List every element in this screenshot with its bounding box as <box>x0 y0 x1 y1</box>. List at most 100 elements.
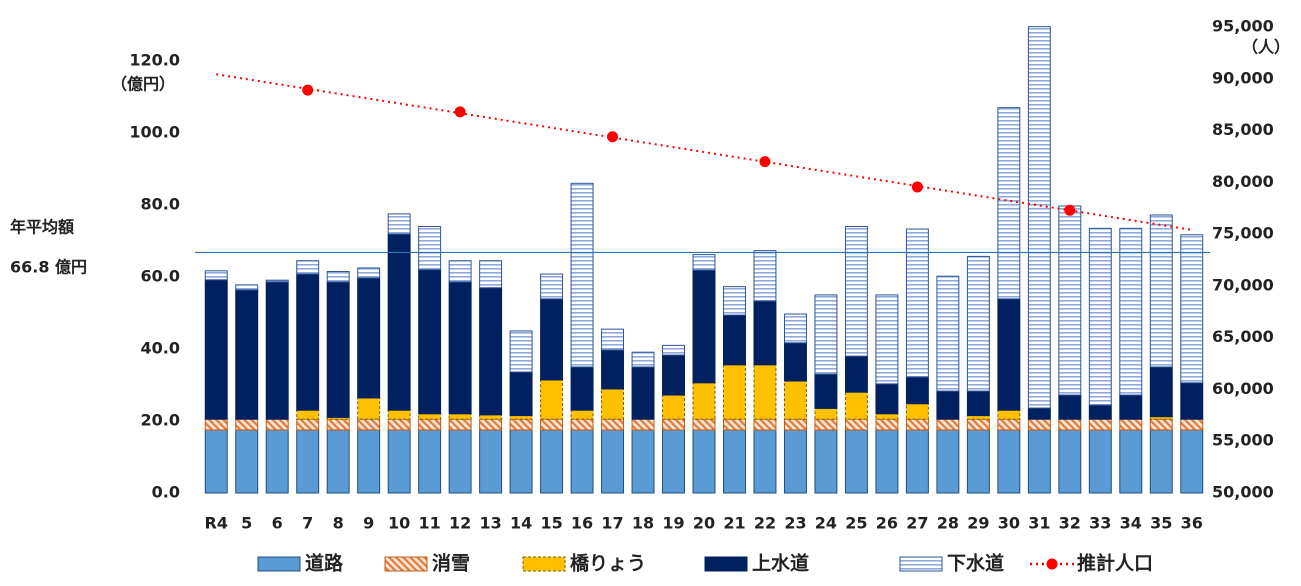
bar-segment <box>936 429 960 494</box>
bar-segment <box>540 298 564 381</box>
bar-segment <box>783 429 807 494</box>
y2-tick-label: 75,000 <box>1212 224 1274 243</box>
x-tick-label: 27 <box>906 514 928 533</box>
bar-segment <box>296 409 320 420</box>
bar-segment <box>1058 418 1082 431</box>
bar-segment <box>631 429 655 494</box>
bar-segment <box>601 388 625 420</box>
bar-segment <box>723 286 746 316</box>
legend-label: 橋りょう <box>570 552 646 575</box>
bar-segment <box>966 429 990 494</box>
x-tick-label: 33 <box>1089 514 1111 533</box>
bar-segment <box>631 418 655 431</box>
y-tick-label: 20.0 <box>141 410 180 429</box>
y-tick-label: 0.0 <box>152 483 180 502</box>
bar-segment <box>997 429 1021 494</box>
x-tick-label: R4 <box>205 514 228 533</box>
y2-tick-label: 85,000 <box>1212 120 1274 139</box>
x-tick-label: 30 <box>998 514 1020 533</box>
y2-tick-label: 95,000 <box>1212 17 1274 36</box>
bar-segment <box>479 287 503 416</box>
bar-segment <box>387 429 411 494</box>
bar-segment <box>357 418 381 431</box>
bar-segment <box>387 233 411 411</box>
bar-segment <box>905 376 929 405</box>
legend-label: 消雪 <box>432 552 470 575</box>
bar-segment <box>418 418 442 431</box>
bar-segment <box>570 418 594 431</box>
bar-segment <box>997 107 1021 300</box>
bar-segment <box>601 328 625 351</box>
bar-segment <box>814 429 838 494</box>
x-tick-label: 19 <box>662 514 684 533</box>
line-marker <box>1064 204 1076 216</box>
y2-tick-label: 70,000 <box>1212 275 1274 294</box>
y2-tick-label: 55,000 <box>1212 431 1274 450</box>
bar-segment <box>1027 418 1051 431</box>
line-marker <box>759 156 771 168</box>
bar-segment <box>905 418 929 431</box>
bar-segment <box>326 271 350 283</box>
average-name: 年平均額 <box>10 218 74 237</box>
bar-segment <box>936 390 960 420</box>
bar-segment <box>479 414 503 420</box>
legend-swatch <box>384 556 428 572</box>
bar-segment <box>387 418 411 431</box>
bar-segment <box>509 415 533 420</box>
bar-segment <box>814 294 838 375</box>
x-tick-label: 25 <box>845 514 867 533</box>
bar-segment <box>235 429 259 494</box>
bar-segment <box>357 429 381 494</box>
bar-segment <box>509 429 533 494</box>
bar-segment <box>662 429 685 494</box>
bar-segment <box>357 397 381 420</box>
bar-segment <box>814 418 838 431</box>
line-marker <box>911 181 923 193</box>
bar-segment <box>783 342 807 382</box>
bar-segment <box>875 413 899 420</box>
x-tick-label: 7 <box>302 514 313 533</box>
bar-segment <box>1088 418 1112 431</box>
bar-segment <box>1027 407 1051 420</box>
bar-segment <box>692 382 716 420</box>
x-tick-label: 10 <box>388 514 410 533</box>
x-tick-label: 20 <box>693 514 715 533</box>
bar-segment <box>1180 429 1204 494</box>
y2-tick-label: 60,000 <box>1212 379 1274 398</box>
bar-segment <box>1088 227 1112 406</box>
bar-segment <box>875 418 899 431</box>
bar-segment <box>844 429 868 494</box>
bar-segment <box>509 371 533 417</box>
bar-segment <box>875 429 899 494</box>
bar-segment <box>204 429 228 494</box>
bar-segment <box>509 418 533 431</box>
bar-segment <box>692 254 716 271</box>
bar-segment <box>479 260 503 289</box>
line-marker <box>454 106 466 118</box>
x-tick-label: 11 <box>419 514 441 533</box>
bar-segment <box>601 429 625 494</box>
bar-segment <box>997 418 1021 431</box>
bar-segment <box>1149 214 1173 368</box>
bar-segment <box>1058 429 1082 494</box>
bar-segment <box>235 289 259 420</box>
bar-segment <box>1180 382 1204 420</box>
bar-segment <box>326 281 350 418</box>
bar-segment <box>540 273 564 300</box>
legend-label: 道路 <box>305 552 344 575</box>
bar-segment <box>540 418 564 431</box>
y-tick-label: 80.0 <box>141 194 180 213</box>
bar-segment <box>692 429 716 494</box>
bar-segment <box>418 413 442 420</box>
x-tick-label: 28 <box>937 514 959 533</box>
legend-label: 下水道 <box>947 552 1004 575</box>
bar-segment <box>814 373 838 409</box>
y-tick-label: 40.0 <box>141 338 180 357</box>
bar-segment <box>875 294 899 385</box>
bar-segment <box>753 300 777 366</box>
bar-segment <box>418 226 442 271</box>
x-tick-label: 21 <box>723 514 745 533</box>
bar-segment <box>966 255 990 392</box>
bar-segment <box>448 260 472 283</box>
x-tick-label: 6 <box>272 514 283 533</box>
